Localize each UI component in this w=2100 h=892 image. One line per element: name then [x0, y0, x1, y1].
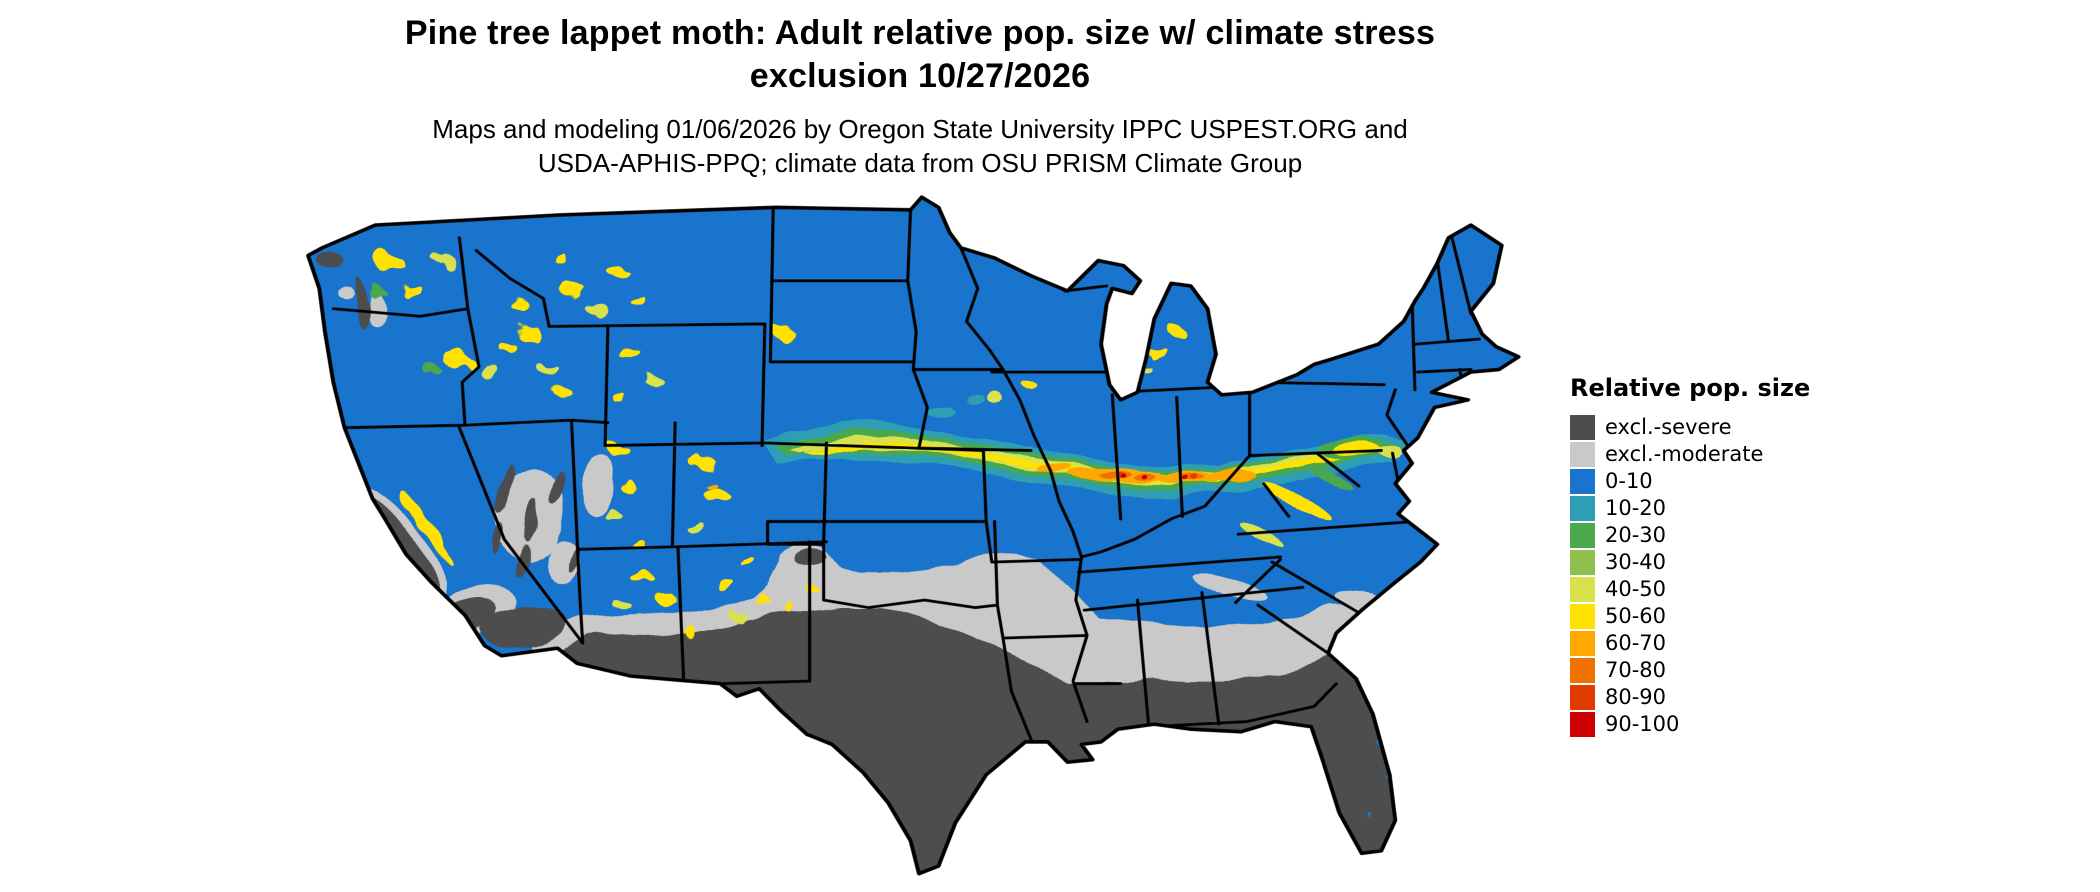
legend-item: excl.-moderate — [1570, 441, 1870, 467]
legend-item-label: 10-20 — [1605, 495, 1667, 520]
legend-item-label: 70-80 — [1605, 657, 1667, 682]
legend-item: 80-90 — [1570, 684, 1870, 710]
legend: Relative pop. size excl.-severe excl.-mod… — [1570, 374, 1870, 738]
legend-item-label: 80-90 — [1605, 684, 1667, 709]
legend-item-label: 60-70 — [1605, 630, 1667, 655]
legend-item-label: 90-100 — [1605, 711, 1680, 736]
legend-item: 20-30 — [1570, 522, 1870, 548]
title-line2: exclusion 10/27/2026 — [749, 56, 1091, 95]
legend-items: excl.-severe excl.-moderate 0-10 10-20 20-30… — [1570, 414, 1870, 737]
legend-item: 40-50 — [1570, 576, 1870, 602]
legend-swatch — [1570, 630, 1595, 656]
legend-swatch — [1570, 576, 1595, 602]
legend-item-label: 40-50 — [1605, 576, 1667, 601]
legend-swatch — [1570, 495, 1595, 521]
legend-swatch — [1570, 414, 1595, 440]
us-map-svg — [306, 195, 1521, 876]
legend-swatch — [1570, 522, 1595, 548]
legend-swatch — [1570, 711, 1595, 737]
legend-item-label: 20-30 — [1605, 522, 1667, 547]
legend-item: 90-100 — [1570, 711, 1870, 737]
legend-swatch — [1570, 468, 1595, 494]
legend-item: 0-10 — [1570, 468, 1870, 494]
legend-swatch — [1570, 657, 1595, 683]
legend-item-label: excl.-severe — [1605, 414, 1732, 439]
legend-swatch — [1570, 603, 1595, 629]
legend-item-label: 30-40 — [1605, 549, 1667, 574]
legend-item: 30-40 — [1570, 549, 1870, 575]
subtitle-line1: Maps and modeling 01/06/2026 by Oregon S… — [432, 114, 1408, 144]
us-map — [210, 182, 1555, 892]
page-subtitle: Maps and modeling 01/06/2026 by Oregon S… — [120, 113, 1720, 181]
legend-item: 70-80 — [1570, 657, 1870, 683]
legend-item-label: 50-60 — [1605, 603, 1667, 628]
page-title: Pine tree lappet moth: Adult relative po… — [120, 12, 1720, 97]
legend-item: 50-60 — [1570, 603, 1870, 629]
legend-item: excl.-severe — [1570, 414, 1870, 440]
title-line1: Pine tree lappet moth: Adult relative po… — [404, 14, 1436, 52]
legend-swatch — [1570, 549, 1595, 575]
legend-title: Relative pop. size — [1570, 374, 1811, 402]
state-borders — [331, 205, 1481, 741]
legend-item-label: excl.-moderate — [1605, 441, 1764, 466]
subtitle-line2: USDA-APHIS-PPQ; climate data from OSU PR… — [537, 147, 1303, 178]
legend-swatch — [1570, 441, 1595, 467]
legend-swatch — [1570, 684, 1595, 710]
title-block: Pine tree lappet moth: Adult relative po… — [120, 12, 1720, 181]
legend-item: 60-70 — [1570, 630, 1870, 656]
legend-item-label: 0-10 — [1605, 468, 1653, 493]
legend-item: 10-20 — [1570, 495, 1870, 521]
